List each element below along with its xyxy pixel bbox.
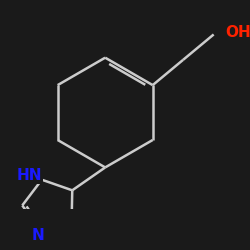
Text: HN: HN bbox=[16, 168, 42, 183]
Text: N: N bbox=[31, 228, 44, 243]
Text: OH: OH bbox=[225, 26, 250, 40]
